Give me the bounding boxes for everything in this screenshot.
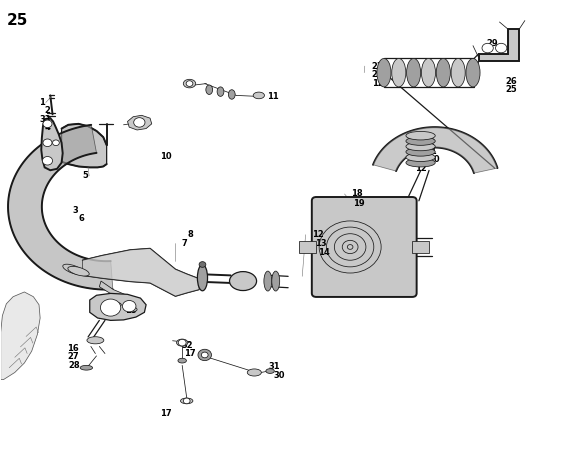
Text: 17: 17 xyxy=(184,349,196,358)
Text: 13: 13 xyxy=(315,239,327,248)
Polygon shape xyxy=(373,127,497,173)
Text: 3: 3 xyxy=(73,206,79,215)
Ellipse shape xyxy=(247,369,262,376)
Text: 11: 11 xyxy=(267,92,279,101)
Circle shape xyxy=(482,43,493,53)
Text: 16: 16 xyxy=(67,344,79,353)
Ellipse shape xyxy=(466,58,480,87)
Circle shape xyxy=(198,349,211,361)
Circle shape xyxy=(496,43,507,53)
Text: 6: 6 xyxy=(79,214,84,223)
Text: 33: 33 xyxy=(39,114,50,124)
FancyBboxPatch shape xyxy=(312,197,416,297)
Ellipse shape xyxy=(421,58,436,87)
Circle shape xyxy=(42,157,53,165)
Text: 12: 12 xyxy=(415,164,427,173)
Ellipse shape xyxy=(253,92,264,99)
Ellipse shape xyxy=(407,58,421,87)
Text: 12: 12 xyxy=(312,230,324,239)
Text: 30: 30 xyxy=(273,371,285,380)
Text: 19: 19 xyxy=(354,199,365,208)
Polygon shape xyxy=(1,292,40,380)
Polygon shape xyxy=(62,124,107,167)
Polygon shape xyxy=(82,248,199,296)
Text: 7: 7 xyxy=(181,238,187,247)
Ellipse shape xyxy=(176,339,188,346)
Text: 15: 15 xyxy=(125,306,136,315)
Ellipse shape xyxy=(111,303,121,307)
Text: 25: 25 xyxy=(505,85,517,94)
Text: 1: 1 xyxy=(39,98,45,107)
Polygon shape xyxy=(99,281,131,302)
Text: 28: 28 xyxy=(68,361,80,370)
Text: 17: 17 xyxy=(160,409,172,418)
Circle shape xyxy=(178,339,186,346)
Bar xyxy=(299,241,316,253)
Polygon shape xyxy=(41,118,63,170)
Ellipse shape xyxy=(229,272,257,291)
Text: 12: 12 xyxy=(372,79,383,88)
Ellipse shape xyxy=(180,398,193,404)
Ellipse shape xyxy=(272,271,280,291)
Text: 2: 2 xyxy=(45,106,50,115)
Ellipse shape xyxy=(406,142,435,151)
Circle shape xyxy=(199,262,206,267)
Circle shape xyxy=(123,301,136,312)
Circle shape xyxy=(43,120,52,128)
Text: 29: 29 xyxy=(486,39,498,48)
Circle shape xyxy=(183,398,190,404)
Bar xyxy=(412,241,429,253)
Circle shape xyxy=(43,139,52,147)
Text: 24: 24 xyxy=(372,70,383,79)
Text: 23: 23 xyxy=(372,62,383,71)
Ellipse shape xyxy=(377,58,391,87)
Text: 21: 21 xyxy=(425,147,437,156)
Text: 32: 32 xyxy=(181,341,193,350)
Ellipse shape xyxy=(406,158,435,167)
Polygon shape xyxy=(8,125,113,290)
Text: 31: 31 xyxy=(268,362,280,371)
Circle shape xyxy=(53,140,59,146)
Text: 26: 26 xyxy=(505,76,517,86)
Text: 9: 9 xyxy=(206,86,212,95)
Ellipse shape xyxy=(406,148,435,156)
Ellipse shape xyxy=(127,307,137,312)
Text: 20: 20 xyxy=(428,155,440,164)
Circle shape xyxy=(201,352,208,358)
Text: 5: 5 xyxy=(82,171,88,180)
Circle shape xyxy=(186,81,193,86)
Ellipse shape xyxy=(183,79,195,88)
Polygon shape xyxy=(90,294,146,320)
Text: 8: 8 xyxy=(188,230,194,238)
Text: 22: 22 xyxy=(423,138,435,147)
Ellipse shape xyxy=(68,266,89,276)
Ellipse shape xyxy=(80,365,93,370)
Ellipse shape xyxy=(197,265,207,291)
Ellipse shape xyxy=(178,358,186,363)
Circle shape xyxy=(134,118,145,127)
Text: 27: 27 xyxy=(67,352,79,361)
Text: 10: 10 xyxy=(160,152,172,161)
Polygon shape xyxy=(128,115,152,130)
Circle shape xyxy=(101,299,121,316)
Ellipse shape xyxy=(217,87,224,96)
Ellipse shape xyxy=(87,337,104,344)
Ellipse shape xyxy=(406,153,435,162)
Polygon shape xyxy=(479,29,519,61)
Text: 25: 25 xyxy=(6,12,28,28)
Ellipse shape xyxy=(392,58,406,87)
Ellipse shape xyxy=(451,58,465,87)
Ellipse shape xyxy=(63,264,84,275)
Ellipse shape xyxy=(406,132,435,140)
Ellipse shape xyxy=(228,90,235,99)
Text: 18: 18 xyxy=(351,190,363,199)
Ellipse shape xyxy=(266,369,275,373)
Ellipse shape xyxy=(206,85,212,95)
Text: 14: 14 xyxy=(318,248,330,257)
Ellipse shape xyxy=(406,137,435,145)
Ellipse shape xyxy=(436,58,450,87)
Text: 4: 4 xyxy=(44,123,50,132)
Ellipse shape xyxy=(264,271,272,291)
